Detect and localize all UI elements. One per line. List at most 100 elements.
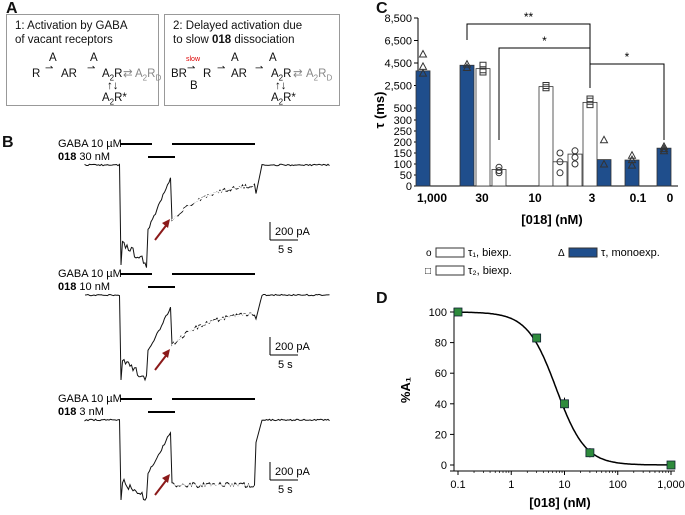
legend-tau2: τ₂, biexp. — [468, 265, 512, 277]
scheme2-b: B — [190, 79, 198, 93]
bar-tau-mono — [416, 71, 430, 186]
ytick-label: 80 — [435, 338, 447, 350]
xtick-label: 0.1 — [630, 191, 647, 205]
bar-tau-mono — [625, 160, 639, 186]
xtick-label: 10 — [528, 191, 542, 205]
scale-t: 5 s — [278, 359, 293, 371]
data-point — [420, 63, 427, 70]
gaba-label: GABA 10 µM — [58, 138, 122, 150]
xtick-label: 1,000 — [417, 191, 447, 205]
current-trace — [85, 164, 330, 267]
legend-tau1: τ₁, biexp. — [468, 247, 512, 259]
fit-curve — [172, 314, 254, 346]
scheme2-r: R — [203, 67, 211, 81]
inhibition-curve-chart: 0 20 40 60 80 100 0.1 1 10 100 1,000 %A₁ [018] (nM) — [370, 290, 685, 515]
trace-2: GABA 10 µM018 10 nM 200 pA 5 s — [58, 268, 330, 380]
scheme-box-2: 2: Delayed activation due to slow 018 di… — [164, 14, 340, 106]
legend-sym-o: o — [426, 248, 432, 259]
drug-label: 018 3 nM — [58, 406, 104, 418]
xtick-label: 100 — [609, 479, 627, 491]
scale-t: 5 s — [278, 484, 293, 496]
ytick-label: 6,500 — [384, 36, 412, 48]
data-point — [572, 148, 578, 154]
xtick-label: 3 — [589, 191, 596, 205]
data-point — [667, 461, 675, 469]
x-axis-label: [018] (nM) — [529, 495, 590, 510]
data-point — [533, 334, 541, 342]
bar-tau-mono — [460, 65, 474, 186]
data-point — [561, 400, 569, 408]
scheme2-br: BR — [171, 67, 187, 81]
box1-line2: of vacant receptors — [15, 33, 113, 47]
bar-tau1 — [568, 154, 582, 186]
significance-label: * — [542, 34, 547, 48]
fit-curve — [458, 312, 671, 465]
xtick-label: 1 — [508, 479, 514, 491]
legend-sym-sq: □ — [425, 266, 431, 277]
bar-tau2 — [539, 87, 553, 186]
data-point — [587, 96, 593, 102]
ytick-label: 0 — [441, 460, 447, 472]
current-trace — [85, 294, 330, 380]
current-traces: GABA 10 µM018 30 nM200 pA5 sGABA 10 µM01… — [0, 130, 370, 515]
scale-i: 200 pA — [275, 341, 311, 353]
box1-line1: 1: Activation by GABA — [15, 19, 128, 33]
scale-i: 200 pA — [275, 226, 311, 238]
scheme2-a1: A — [231, 51, 239, 65]
gaba-label: GABA 10 µM — [58, 393, 122, 405]
xtick-label: 30 — [475, 191, 489, 205]
scheme1-eq: ⇄ — [123, 67, 133, 81]
scale-t: 5 s — [278, 244, 293, 256]
trace-3: GABA 10 µM018 3 nM 200 pA 5 s — [58, 393, 330, 500]
ytick-label: 2,500 — [384, 81, 412, 93]
y-axis-label: τ (ms) — [372, 92, 387, 129]
data-point — [480, 62, 486, 68]
bar-tau-mono — [597, 160, 611, 186]
ytick-label: 0 — [406, 181, 412, 193]
box2-line1: 2: Delayed activation due — [173, 19, 302, 33]
trace-1: GABA 10 µM018 30 nM 200 pA 5 s — [58, 138, 330, 268]
xtick-label: 0.1 — [450, 479, 465, 491]
ytick-label: 500 — [394, 103, 412, 115]
y-axis-label: %A₁ — [398, 377, 413, 403]
fit-curve — [172, 185, 254, 220]
scheme2-eq: ⇄ — [293, 67, 303, 81]
significance-bracket — [590, 64, 664, 140]
data-point — [420, 51, 427, 58]
bar-tau1 — [492, 170, 506, 187]
drug-label: 018 10 nM — [58, 281, 110, 293]
significance-bracket — [467, 24, 590, 64]
scheme-box-1: 1: Activation by GABA of vacant receptor… — [6, 14, 159, 106]
xtick-label: 10 — [558, 479, 570, 491]
xtick-label: 1,000 — [657, 479, 685, 491]
drug-label: 018 30 nM — [58, 151, 110, 163]
data-point — [557, 150, 563, 156]
legend: o τ₁, biexp. □ τ₂, biexp. Δ τ, monoexp. — [425, 247, 660, 277]
scheme2-ar: AR — [231, 67, 247, 81]
scheme1-ar: AR — [61, 67, 77, 81]
scheme2-a2rd: A2RD — [306, 67, 332, 85]
bar-tau1 — [553, 162, 567, 186]
legend-sym-tri: Δ — [558, 248, 565, 259]
tau-bar-chart: 8,5006,5004,5002,50050030025020015010050… — [370, 0, 685, 290]
ytick-label: 100 — [429, 307, 447, 319]
ytick-label: 8,500 — [384, 13, 412, 25]
scheme2-a2rstar: A2R* — [271, 91, 296, 109]
data-point — [629, 152, 636, 159]
ytick-label: 60 — [435, 368, 447, 380]
significance-label: * — [625, 50, 630, 64]
ytick-label: 20 — [435, 429, 447, 441]
scheme1-a2rstar: A2R* — [102, 91, 127, 109]
significance-label: ** — [524, 10, 534, 24]
ytick-label: 40 — [435, 399, 447, 411]
bar-tau2 — [476, 69, 490, 186]
xtick-label: 0 — [667, 191, 674, 205]
scheme2-a2: A — [269, 51, 277, 65]
gaba-label: GABA 10 µM — [58, 268, 122, 280]
x-axis-label: [018] (nM) — [521, 212, 582, 227]
ytick-label: 4,500 — [384, 58, 412, 70]
data-point — [586, 449, 594, 457]
box2-line2: to slow 018 dissociation — [173, 33, 294, 47]
scheme1-r: R — [32, 67, 40, 81]
scheme1-a2rd: A2RD — [135, 67, 161, 85]
